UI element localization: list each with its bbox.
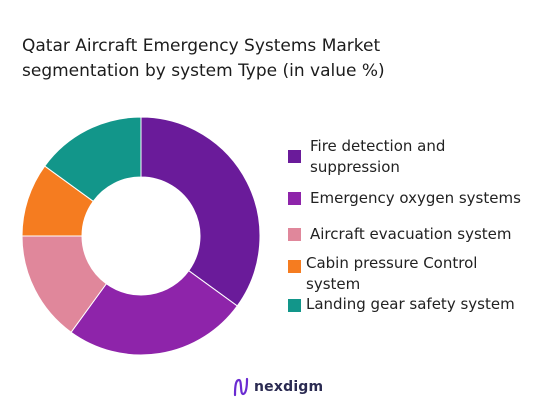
legend-label-fire-detection: Fire detection and suppression: [310, 137, 446, 176]
donut-slice-landing-gear-safety-system: [44, 116, 142, 203]
legend-swatch-cabin-pressure: [288, 260, 301, 273]
legend-label-cabin-pressure: Cabin pressure Control system: [306, 254, 478, 293]
donut-slice-emergency-oxygen-systems: [70, 269, 238, 356]
legend-swatch-fire-detection: [288, 150, 301, 163]
chart-title: Qatar Aircraft Emergency Systems Market …: [22, 34, 522, 84]
legend-label-landing-gear: Landing gear safety system: [306, 295, 515, 313]
legend-label-emergency-oxygen: Emergency oxygen systems: [310, 189, 521, 207]
chart-title-line-2: segmentation by system Type (in value %): [22, 61, 385, 81]
chart-title-line-1: Qatar Aircraft Emergency Systems Market: [22, 36, 381, 56]
legend-swatch-landing-gear: [288, 299, 301, 312]
brand-name: nexdigm: [254, 379, 324, 395]
donut-slice-fire-detection-and-suppression: [140, 116, 261, 307]
donut-chart: [21, 116, 261, 356]
nexdigm-logo-icon: [233, 377, 249, 397]
legend-swatch-emergency-oxygen: [288, 192, 301, 205]
legend-swatch-evacuation: [288, 228, 301, 241]
legend-label-evacuation: Aircraft evacuation system: [310, 225, 512, 243]
